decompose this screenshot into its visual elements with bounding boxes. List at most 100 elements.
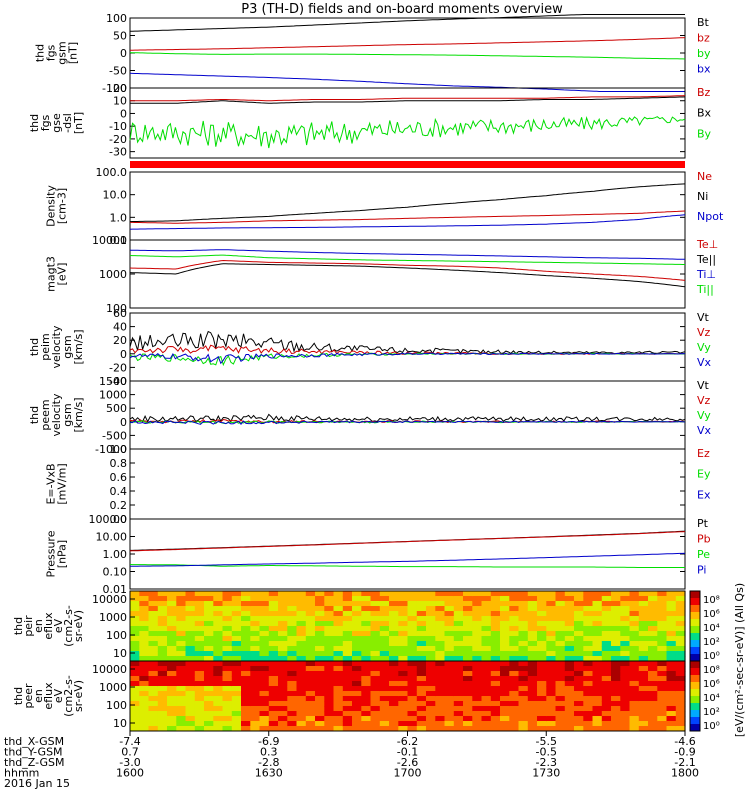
spectrogram-cell [509,711,520,717]
spectrogram-cell [453,721,464,727]
y-tick-label: 1000 [99,681,127,694]
x-tick-label: -2.6 [397,756,418,769]
spectrogram-cell [204,671,214,677]
spectrogram-cell [592,691,603,697]
colorbar-tick-label: 10⁸ [703,665,720,676]
spectrogram-cell [250,681,261,687]
spectrogram-cell [435,606,446,612]
spectrogram-cell [296,676,307,682]
spectrogram-cell [537,721,547,727]
spectrogram-cell [241,726,251,732]
spectrogram-cell [435,706,446,712]
spectrogram-cell [518,631,529,637]
spectrogram-cell [398,656,409,662]
spectrogram-cell [231,621,242,627]
spectrogram-cell [241,706,251,712]
spectrogram-cell [638,591,649,597]
spectrogram-cell [416,716,427,722]
y-tick-label: 1000 [99,389,127,402]
spectrogram-cell [241,681,251,687]
spectrogram-cell [315,621,325,627]
spectrogram-cell [453,681,464,687]
spectrogram-cell [481,616,492,622]
spectrogram-cell [601,646,612,652]
spectrogram-cell [500,676,510,682]
spectrogram-cell [278,651,288,657]
spectrogram-cell [398,636,409,642]
spectrogram-cell [287,701,298,707]
y-tick-label: 0 [120,416,127,429]
spectrogram-cell [333,616,344,622]
colorbar-tick-label: 10⁶ [703,679,720,690]
spectrogram-cell [583,596,594,602]
spectrogram-cell [213,726,224,732]
spectrogram-cell [583,636,594,642]
spectrogram-cell [398,676,409,682]
spectrogram-cell [352,681,362,687]
spectrogram-cell [268,636,279,642]
spectrogram-cell [305,611,316,617]
spectrogram-cell [463,601,473,607]
spectrogram-cell [407,666,418,672]
spectrogram-cell [453,626,464,632]
spectrogram-cell [370,626,381,632]
spectrogram-cell [278,591,288,597]
spectrogram-cell [231,676,242,682]
spectrogram-cell [268,706,279,712]
spectrogram-cell [305,641,316,647]
spectrogram-cell [564,711,575,717]
spectrogram-cell [241,661,251,667]
spectrogram-cell [574,651,584,657]
spectrogram-cell [435,591,446,597]
legend-Npot: Npot [697,210,724,223]
spectrogram-cell [407,646,418,652]
spectrogram-cell [509,636,520,642]
y-tick-label: -40 [109,375,127,388]
spectrogram-cell [342,716,353,722]
spectrogram-cell [315,696,325,702]
x-row-label-1: thd_Y-GSM [4,746,63,759]
spectrogram-cell [592,626,603,632]
spectrogram-cell [204,611,214,617]
spectrogram-cell [648,611,658,617]
y-axis-label-line: eV [52,618,65,633]
spectrogram-cell [231,696,242,702]
spectrogram-cell [167,656,177,662]
spectrogram-cell [342,621,353,627]
spectrogram-cell [130,646,140,652]
spectrogram-cell [176,666,187,672]
spectrogram-cell [416,666,427,672]
spectrogram-cell [500,616,510,622]
spectrogram-cell [130,621,140,627]
spectrogram-cell [167,641,177,647]
spectrogram-cell [426,686,436,692]
spectrogram-cell [490,671,501,677]
spectrogram-cell [241,636,251,642]
spectrogram-cell [426,721,436,727]
spectrogram-cell [657,601,668,607]
spectrogram-cell [296,631,307,637]
spectrogram-cell [379,656,390,662]
spectrogram-cell [148,611,159,617]
spectrogram-cell [453,621,464,627]
spectrogram-cell [657,606,668,612]
spectrogram-cell [638,726,649,732]
spectrogram-cell [481,691,492,697]
spectrogram-cell [638,681,649,687]
spectrogram-cell [139,726,150,732]
spectrogram-cell [518,661,529,667]
spectrogram-cell [157,676,168,682]
spectrogram-cell [241,606,251,612]
spectrogram-cell [259,691,270,697]
spectrogram-cell [370,596,381,602]
spectrogram-cell [657,691,668,697]
spectrogram-cell [361,646,372,652]
spectrogram-cell [324,621,335,627]
spectrogram-cell [537,616,547,622]
spectrogram-cell [546,651,557,657]
spectrogram-cell [296,601,307,607]
spectrogram-cell [204,621,214,627]
spectrogram-cell [555,656,566,662]
spectrogram-cell [305,621,316,627]
